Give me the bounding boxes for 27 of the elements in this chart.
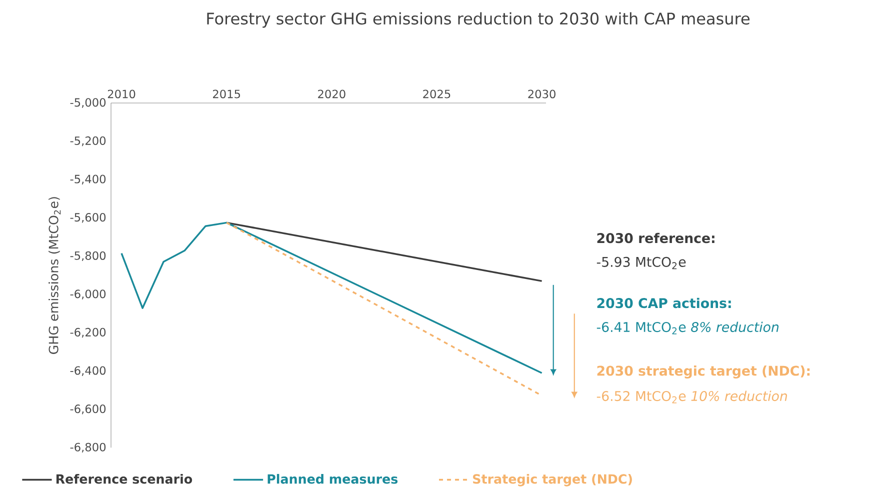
y-tick-label: -5,200 (70, 136, 106, 146)
legend-label: Strategic target (NDC) (473, 474, 632, 486)
y-tick-label: -6,600 (70, 404, 106, 414)
y-tick-label: -6,000 (70, 290, 106, 300)
y-tick-label: -5,800 (70, 251, 106, 262)
x-tick-label: 2030 (528, 90, 556, 98)
y-tick-label: -6,400 (70, 366, 106, 376)
x-tick-label: 2015 (213, 90, 240, 98)
y-tick-label: -6,200 (70, 328, 106, 338)
legend-label: Reference scenario (56, 474, 192, 484)
text: -6.52 MtCO$_{2}$e 10% reduction (596, 390, 788, 404)
y-axis-title: GHG emissions (MtCO$_{2}$e) (48, 197, 61, 354)
y-tick-label: -5,600 (70, 213, 106, 223)
legend-label: Planned measures (268, 474, 398, 484)
chart-title: Forestry sector GHG emissions reduction to 2030 with CAP measure (207, 12, 750, 28)
text: 2030 CAP actions: (597, 298, 731, 308)
x-tick-label: 2020 (318, 90, 346, 98)
text: -5.93 MtCO$_{2}$e (596, 256, 686, 270)
x-tick-label: 2010 (108, 90, 136, 98)
text: 2030 reference: (597, 232, 714, 244)
y-tick-label: -6,800 (70, 442, 106, 453)
y-tick-label: -5,000 (70, 98, 106, 108)
y-tick-label: -5,400 (70, 174, 106, 184)
text: 2030 strategic target (NDC): (597, 365, 810, 378)
line-series (120, 222, 543, 374)
text: -6.41 MtCO$_{2}$e 8% reduction (596, 322, 779, 334)
x-tick-label: 2025 (423, 90, 450, 98)
